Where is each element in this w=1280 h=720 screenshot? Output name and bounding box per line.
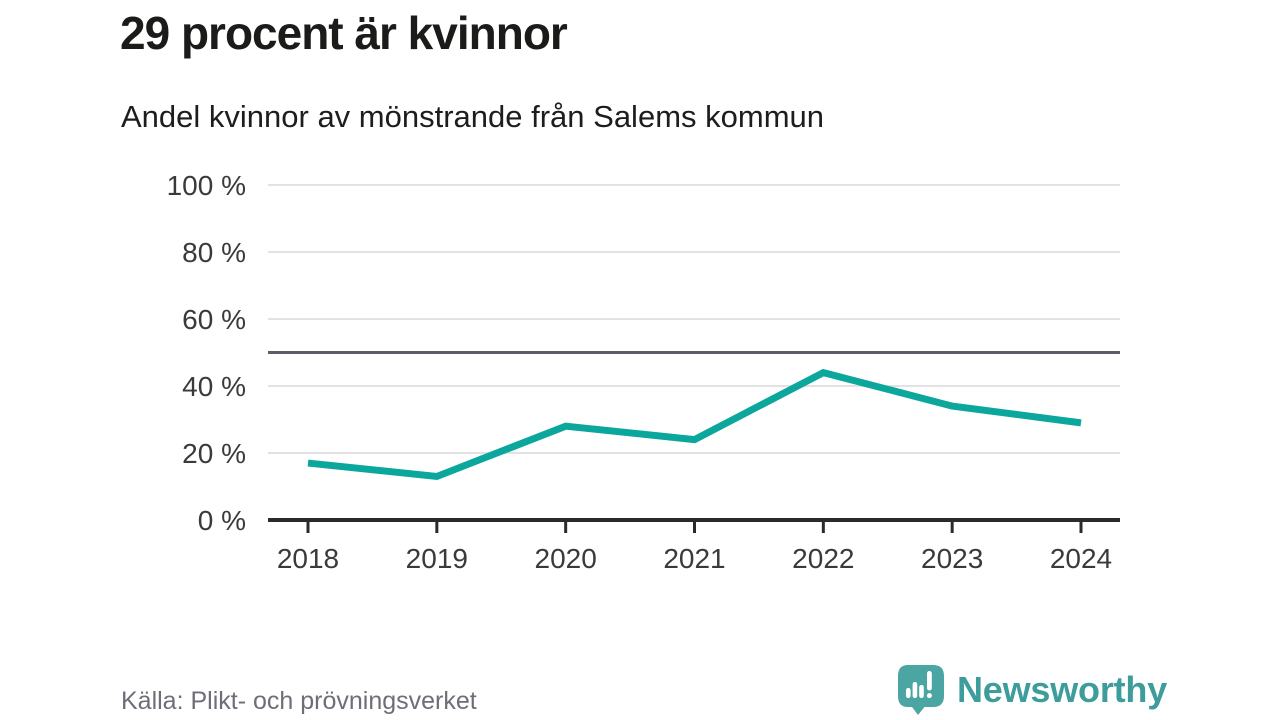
y-tick-label: 60 % [182,304,246,335]
chart-subtitle: Andel kvinnor av mönstrande från Salems … [121,99,824,134]
x-tick-label: 2018 [277,543,339,574]
page-title: 29 procent är kvinnor [120,7,568,59]
x-tick-label: 2023 [921,543,983,574]
brand-logo: Newsworthy [896,663,1167,717]
y-tick-label: 80 % [182,237,246,268]
y-tick-label: 100 % [167,170,246,201]
x-tick-label: 2024 [1050,543,1112,574]
brand-name: Newsworthy [957,669,1168,710]
line-chart: 0 % 20 % 40 % 60 % 80 % 100 % 2018 2019 2020 2021… [167,170,1120,574]
y-tick-label: 40 % [182,371,246,402]
y-tick-label: 20 % [182,438,246,469]
x-tick-label: 2020 [535,543,597,574]
x-tick-label: 2022 [792,543,854,574]
data-line [307,368,1082,481]
x-tick-label: 2019 [406,543,468,574]
x-tick-label: 2021 [663,543,725,574]
newsworthy-logo-icon [898,665,944,715]
logo-bars-icon [906,671,932,699]
y-tick-label: 0 % [198,505,246,536]
source-note: Källa: Plikt- och prövningsverket [121,687,477,715]
